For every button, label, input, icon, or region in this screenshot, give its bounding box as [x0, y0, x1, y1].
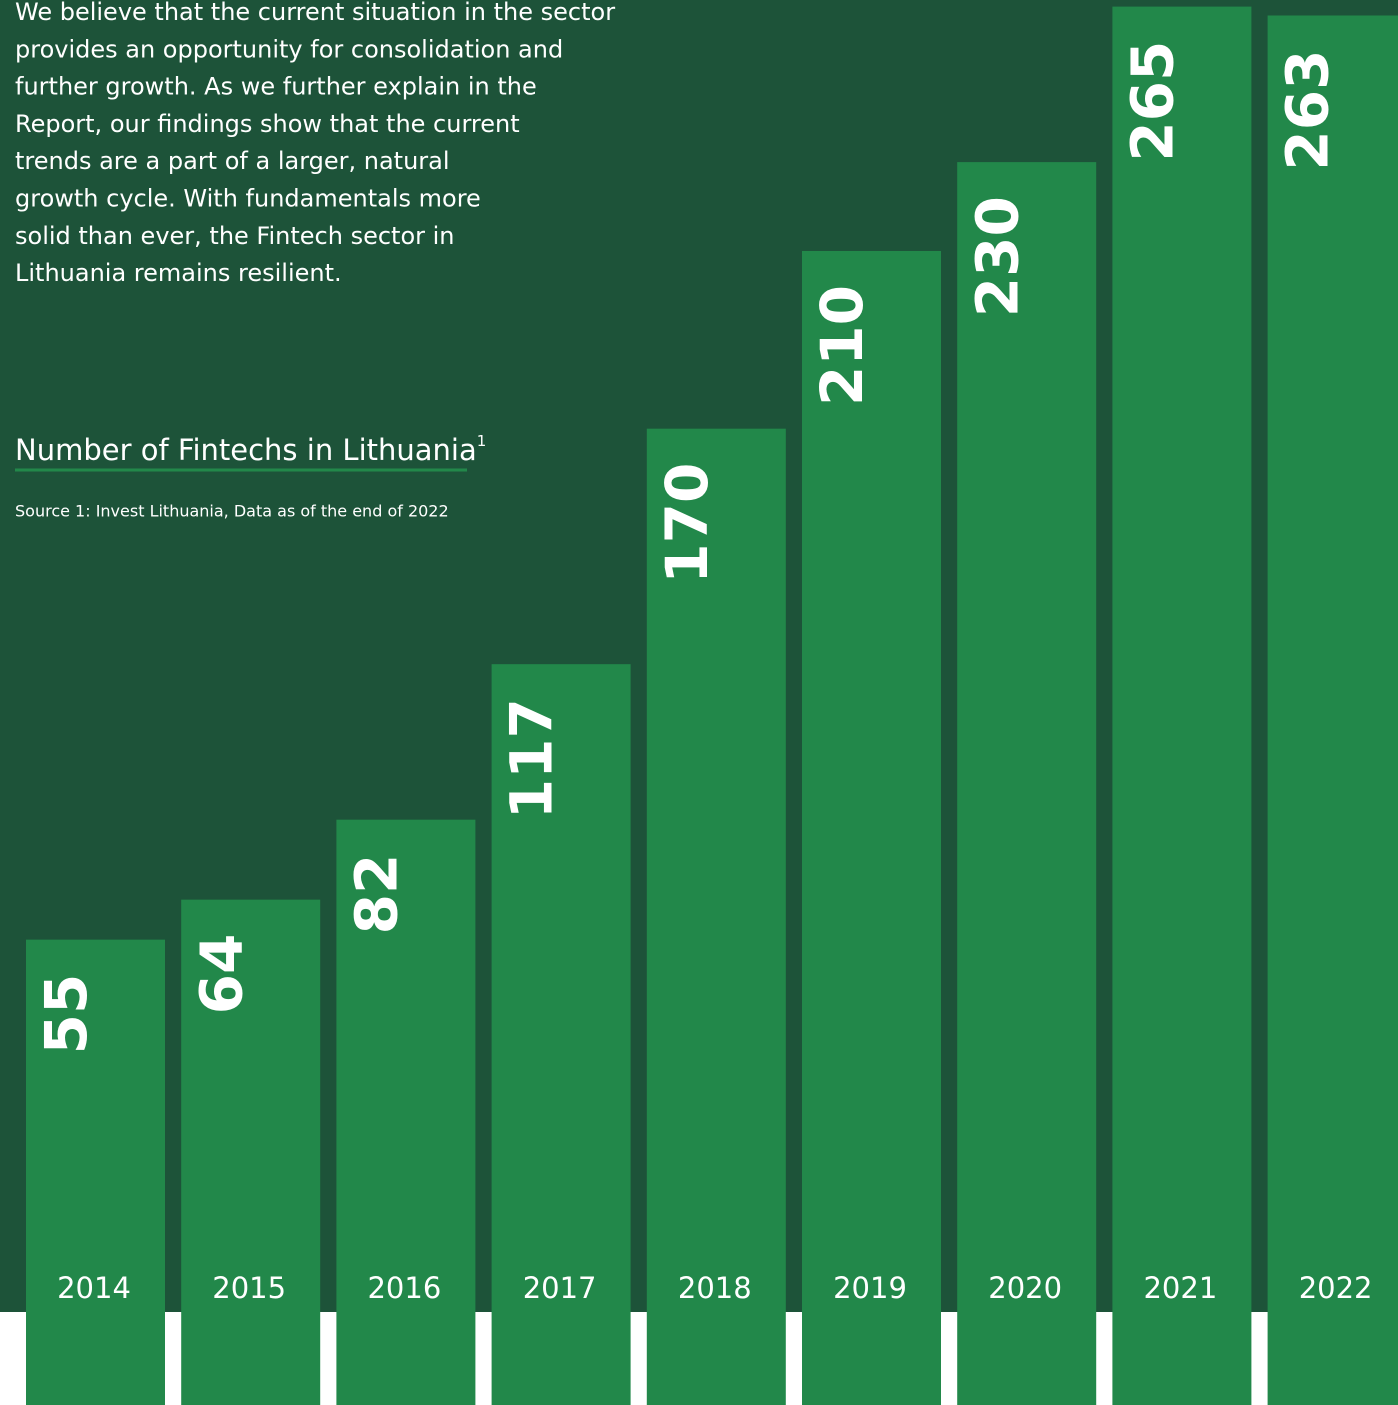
title-text: Number of Fintechs in Lithuania	[15, 433, 477, 467]
intro-line: provides an opportunity for consolidatio…	[15, 35, 563, 63]
x-tick-label: 2018	[678, 1271, 752, 1305]
x-tick-label: 2019	[833, 1271, 907, 1305]
bar	[802, 250, 941, 1405]
intro-line: growth cycle. With fundamentals more	[15, 185, 481, 213]
bar	[491, 664, 631, 1405]
bar	[1112, 6, 1252, 1405]
value-label: 263	[1274, 49, 1342, 170]
value-label: 230	[963, 196, 1031, 317]
intro-line: solid than ever, the Fintech sector in	[15, 222, 455, 250]
bar	[957, 162, 1097, 1405]
bar	[26, 939, 165, 1405]
intro-line: We believe that the current situation in…	[15, 0, 615, 26]
chart-title: Number of Fintechs in Lithuania1	[15, 432, 486, 468]
title-note: 1	[477, 432, 487, 450]
intro-line: Lithuania remains resilient.	[15, 259, 342, 287]
x-tick-label: 2020	[988, 1271, 1062, 1305]
intro-line: further growth. As we further explain in…	[15, 73, 537, 101]
x-tick-label: 2016	[367, 1271, 441, 1305]
intro-text: We believe that the current situation in…	[15, 0, 615, 287]
x-tick-label: 2015	[212, 1271, 286, 1305]
x-tick-label: 2022	[1299, 1271, 1373, 1305]
value-label: 55	[32, 974, 100, 1055]
value-label: 82	[343, 854, 411, 935]
x-tick-label: 2017	[523, 1271, 597, 1305]
value-label: 117	[498, 698, 566, 819]
value-label: 64	[187, 934, 255, 1015]
bar	[181, 899, 321, 1405]
bar	[336, 819, 476, 1405]
x-tick-label: 2014	[57, 1271, 131, 1305]
source: Source 1: Invest Lithuania, Data as of t…	[15, 502, 449, 521]
value-label: 210	[808, 285, 876, 406]
bar	[646, 428, 786, 1405]
value-label: 265	[1119, 41, 1187, 162]
intro-line: trends are a part of a larger, natural	[15, 147, 450, 175]
intro-line: Report, our findings show that the curre…	[15, 110, 520, 138]
bar	[1267, 15, 1398, 1405]
value-label: 170	[653, 463, 721, 584]
x-tick-label: 2021	[1143, 1271, 1217, 1305]
